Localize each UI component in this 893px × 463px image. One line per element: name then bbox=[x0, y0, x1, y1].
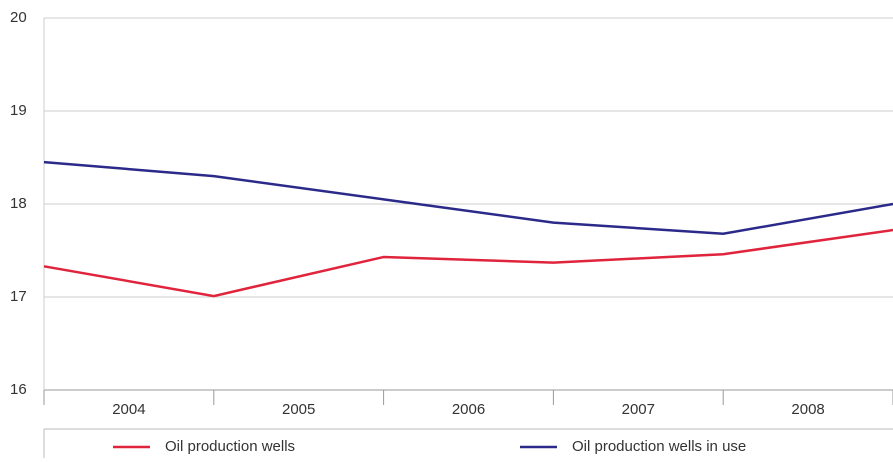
y-tick-label: 20 bbox=[10, 9, 27, 26]
y-tick-label: 18 bbox=[10, 195, 27, 212]
y-tick-label: 16 bbox=[10, 381, 27, 398]
y-tick-label: 19 bbox=[10, 102, 27, 119]
x-tick-label: 2008 bbox=[791, 401, 824, 418]
series-line bbox=[43, 160, 893, 236]
x-tick-label: 2007 bbox=[622, 401, 655, 418]
x-tick-label: 2006 bbox=[452, 401, 485, 418]
legend-label: Oil production wells in use bbox=[572, 438, 746, 455]
legend-label: Oil production wells bbox=[165, 438, 295, 455]
x-tick-label: 2004 bbox=[112, 401, 145, 418]
y-tick-label: 17 bbox=[10, 288, 27, 305]
x-tick-label: 2005 bbox=[282, 401, 315, 418]
series-line bbox=[43, 228, 893, 298]
